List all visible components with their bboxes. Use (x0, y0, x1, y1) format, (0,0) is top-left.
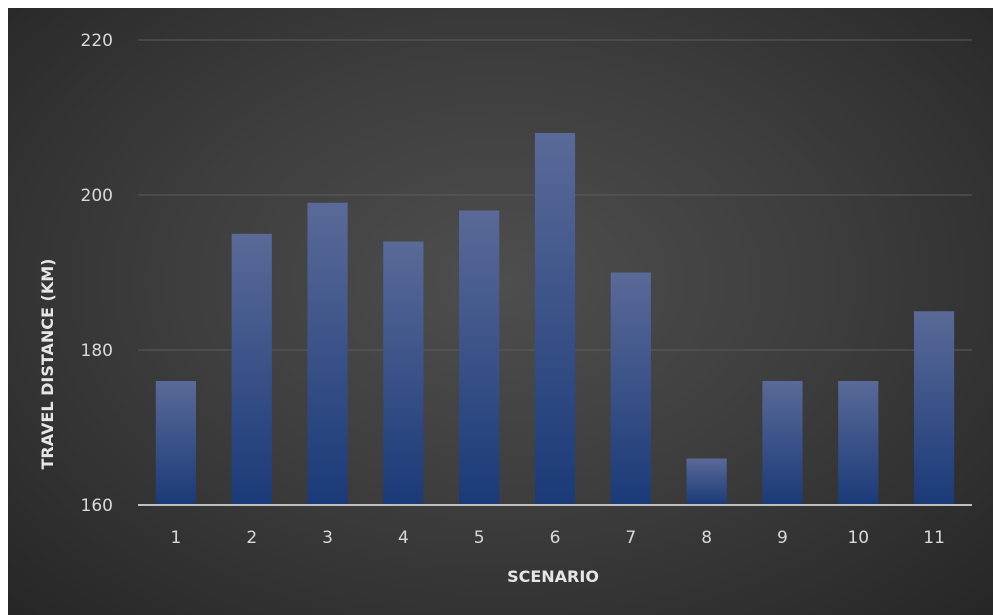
x-tick-label: 3 (322, 528, 333, 548)
y-tick-label: 180 (81, 341, 113, 361)
y-axis-title: TRAVEL DISTANCE (KM) (38, 259, 57, 470)
bars (155, 133, 955, 505)
bar-scenario-10 (838, 381, 879, 505)
x-tick-label: 2 (246, 528, 257, 548)
x-tick-label: 11 (923, 528, 945, 548)
bar-scenario-3 (307, 202, 348, 505)
bar-scenario-6 (534, 133, 576, 505)
y-tick-label: 200 (81, 186, 113, 206)
x-tick-label: 4 (398, 528, 409, 548)
bar-scenario-9 (762, 381, 803, 505)
x-tick-label: 7 (625, 528, 636, 548)
chart-background (8, 8, 993, 615)
y-tick-label: 160 (81, 496, 113, 516)
x-tick-label: 5 (474, 528, 485, 548)
axes: 160 180 200 220 1 2 3 4 5 6 7 8 9 10 11 (81, 31, 972, 548)
bar-scenario-11 (913, 311, 955, 505)
bar-scenario-5 (459, 210, 500, 505)
bar-scenario-4 (383, 241, 424, 505)
bar-scenario-8 (686, 458, 727, 505)
y-tick-label: 220 (81, 31, 113, 51)
x-tick-label: 9 (777, 528, 788, 548)
x-tick-label: 8 (701, 528, 712, 548)
bar-scenario-2 (231, 233, 272, 505)
bar-scenario-7 (610, 272, 651, 505)
x-axis-title: SCENARIO (507, 567, 599, 586)
bar-scenario-1 (155, 381, 197, 505)
x-tick-label: 6 (550, 528, 561, 548)
x-tick-label: 10 (847, 528, 869, 548)
x-tick-label: 1 (170, 528, 181, 548)
